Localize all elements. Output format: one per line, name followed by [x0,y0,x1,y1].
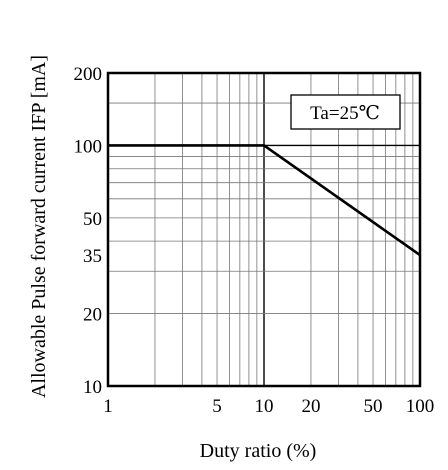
y-axis-title: Allowable Pulse forward current IFP [mA] [28,55,50,398]
x-tick-label: 100 [406,396,435,417]
y-tick-label: 35 [83,246,102,267]
x-tick-label: 5 [212,396,222,417]
annotation-label: Ta=25℃ [310,103,380,124]
x-tick-label: 10 [255,396,274,417]
x-tick-labels: 1 5 10 20 50 100 [103,396,434,417]
y-tick-label: 50 [83,209,102,230]
annotation-box: Ta=25℃ [291,95,400,129]
x-tick-label: 20 [301,396,320,417]
y-tick-label: 10 [83,377,102,398]
x-axis-title: Duty ratio (%) [200,440,317,462]
x-tick-label: 1 [103,396,113,417]
y-tick-label: 100 [74,136,103,157]
x-tick-label: 50 [364,396,383,417]
y-tick-label: 200 [74,64,103,85]
y-tick-label: 20 [83,305,102,326]
y-tick-labels: 10 20 35 50 100 200 [74,64,103,398]
